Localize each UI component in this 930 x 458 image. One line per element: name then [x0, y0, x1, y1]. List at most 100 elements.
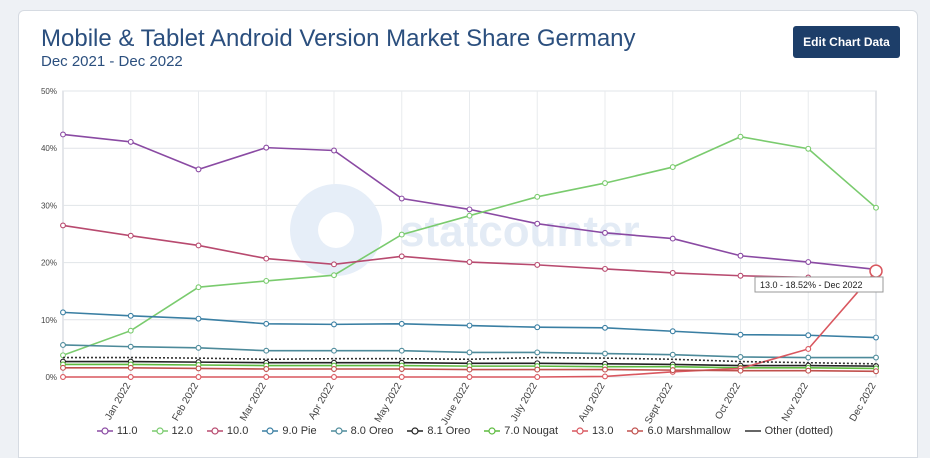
legend-label: Other (dotted): [764, 425, 834, 437]
data-point-6-0-marshmallow: [127, 364, 134, 371]
data-point-8-0-oreo: [331, 347, 337, 354]
x-tick-label: Dec 2022: [848, 381, 879, 424]
x-tick-label: Aug 2022: [577, 381, 608, 424]
data-point-13-0: [331, 374, 337, 380]
legend-item-7-0-nougat[interactable]: 7.0 Nougat: [484, 421, 558, 441]
data-point-10-0: [534, 261, 541, 268]
data-point-8-0-oreo: [127, 343, 134, 350]
data-point-13-0: [805, 346, 812, 352]
y-tick-label: 50%: [41, 87, 57, 96]
chart-legend: 11.0 12.0 10.0 9.0 Pie 8.0 Oreo 8.1 Oreo 7.0 N…: [0, 421, 930, 441]
data-point-12-0: [873, 204, 879, 211]
x-tick-label: July 2022: [509, 381, 540, 424]
data-point-6-0-marshmallow: [737, 367, 744, 374]
legend-label: 6.0 Marshmallow: [647, 425, 731, 437]
legend-label: 12.0: [171, 425, 193, 437]
data-point-8-0-oreo: [195, 344, 202, 351]
data-point-9-0-pie: [805, 332, 812, 339]
x-tick-label: Nov 2022: [780, 381, 811, 424]
legend-swatch-icon: [484, 427, 501, 435]
data-point-8-0-oreo: [805, 354, 812, 361]
legend-label: 11.0: [116, 425, 138, 437]
data-point-10-0: [669, 269, 676, 276]
y-tick-label: 40%: [41, 144, 57, 153]
data-point-10-0: [263, 255, 270, 262]
data-point-9-0-pie: [669, 328, 676, 335]
chart-panel: Mobile & Tablet Android Version Market S…: [18, 10, 918, 458]
data-point-8-0-oreo: [398, 347, 405, 354]
data-point-10-0: [331, 261, 337, 268]
legend-item-12-0[interactable]: 12.0: [151, 421, 193, 441]
legend-item-8-0-oreo[interactable]: 8.0 Oreo: [330, 421, 393, 441]
data-point-8-0-oreo: [466, 349, 473, 356]
tooltip-box: [754, 276, 884, 293]
data-point-10-0: [602, 265, 608, 272]
y-tick-label: 10%: [41, 316, 57, 325]
data-point-6-0-marshmallow: [873, 368, 879, 375]
data-point-6-0-marshmallow: [805, 367, 812, 374]
data-point-9-0-pie: [331, 321, 337, 328]
legend-item-11-0[interactable]: 11.0: [96, 421, 138, 441]
data-point-6-0-marshmallow: [263, 366, 270, 372]
data-point-9-0-pie: [873, 334, 879, 341]
legend-label: 13.0: [592, 425, 614, 437]
x-tick-label: Sept 2022: [643, 381, 676, 426]
data-point-6-0-marshmallow: [398, 366, 405, 372]
data-point-11-0: [602, 229, 608, 236]
data-point-6-0-marshmallow: [534, 366, 541, 373]
x-tick-label: June 2022: [439, 381, 472, 427]
legend-label: 9.0 Pie: [282, 425, 317, 437]
data-point-10-0: [195, 242, 202, 249]
legend-label: 10.0: [226, 425, 249, 437]
data-point-11-0: [263, 144, 270, 151]
legend-item-10-0[interactable]: 10.0: [206, 421, 249, 441]
legend-swatch-icon: [627, 427, 644, 435]
y-tick-label: 20%: [41, 259, 57, 268]
y-tick-label: 0%: [45, 373, 57, 382]
legend-label: 7.0 Nougat: [504, 425, 559, 437]
data-point-11-0: [127, 138, 134, 145]
data-point-10-0: [127, 232, 134, 239]
data-point-9-0-pie: [737, 331, 744, 338]
legend-swatch-icon: [407, 427, 424, 435]
data-point-12-0: [331, 272, 337, 279]
data-point-11-0: [669, 235, 676, 242]
legend-item-8-1-oreo[interactable]: 8.1 Oreo: [407, 421, 470, 441]
data-point-6-0-marshmallow: [195, 365, 202, 372]
data-point-6-0-marshmallow: [669, 367, 676, 374]
legend-swatch-icon: [96, 427, 113, 435]
data-point-8-0-oreo: [60, 342, 66, 348]
data-point-10-0: [398, 253, 405, 260]
data-point-11-0: [534, 220, 541, 227]
data-point-8-0-oreo: [737, 354, 744, 360]
data-point-13-0: [60, 374, 66, 380]
legend-label: 8.1 Oreo: [427, 425, 471, 437]
data-point-8-0-oreo: [669, 351, 676, 358]
data-point-8-0-oreo: [602, 350, 608, 357]
x-tick-label: May 2022: [373, 381, 405, 425]
data-point-11-0: [60, 131, 66, 138]
data-point-11-0: [466, 206, 473, 213]
legend-item-13-0[interactable]: 13.0: [572, 421, 613, 441]
data-point-13-0: [398, 374, 405, 380]
legend-swatch-icon: [206, 427, 223, 435]
data-point-9-0-pie: [60, 309, 66, 316]
data-point-8-0-oreo: [873, 354, 879, 361]
edit-chart-data-button[interactable]: Edit Chart Data: [793, 26, 900, 58]
legend-swatch-icon: [151, 427, 168, 435]
x-tick-label: Mar 2022: [238, 381, 269, 423]
data-point-13-0: [466, 374, 473, 380]
data-point-9-0-pie: [263, 320, 270, 327]
data-point-11-0: [737, 252, 744, 259]
data-point-8-0-oreo: [263, 347, 270, 354]
legend-item-other-dotted[interactable]: Other (dotted): [744, 421, 834, 441]
data-point-13-0: [602, 373, 608, 380]
legend-item-9-0-pie[interactable]: 9.0 Pie: [262, 421, 317, 441]
data-point-12-0: [398, 231, 405, 238]
data-point-6-0-marshmallow: [602, 366, 608, 373]
legend-item-6-0-marshmallow[interactable]: 6.0 Marshmallow: [627, 421, 731, 441]
data-point-10-0: [466, 259, 473, 265]
legend-swatch-icon: [572, 427, 589, 435]
tooltip-text: 13.0 - 18.52% - Dec 2022: [760, 280, 863, 290]
